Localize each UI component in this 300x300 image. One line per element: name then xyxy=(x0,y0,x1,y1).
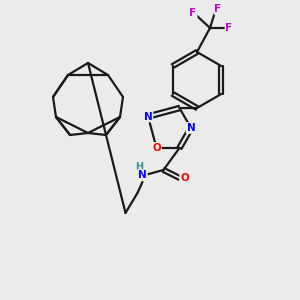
Text: F: F xyxy=(225,23,233,33)
Text: F: F xyxy=(214,4,222,14)
Text: O: O xyxy=(152,143,161,153)
Text: N: N xyxy=(187,123,195,133)
Text: F: F xyxy=(189,8,197,18)
Text: N: N xyxy=(144,112,152,122)
Text: H: H xyxy=(135,162,144,172)
Text: O: O xyxy=(180,173,189,183)
Text: N: N xyxy=(138,170,147,180)
